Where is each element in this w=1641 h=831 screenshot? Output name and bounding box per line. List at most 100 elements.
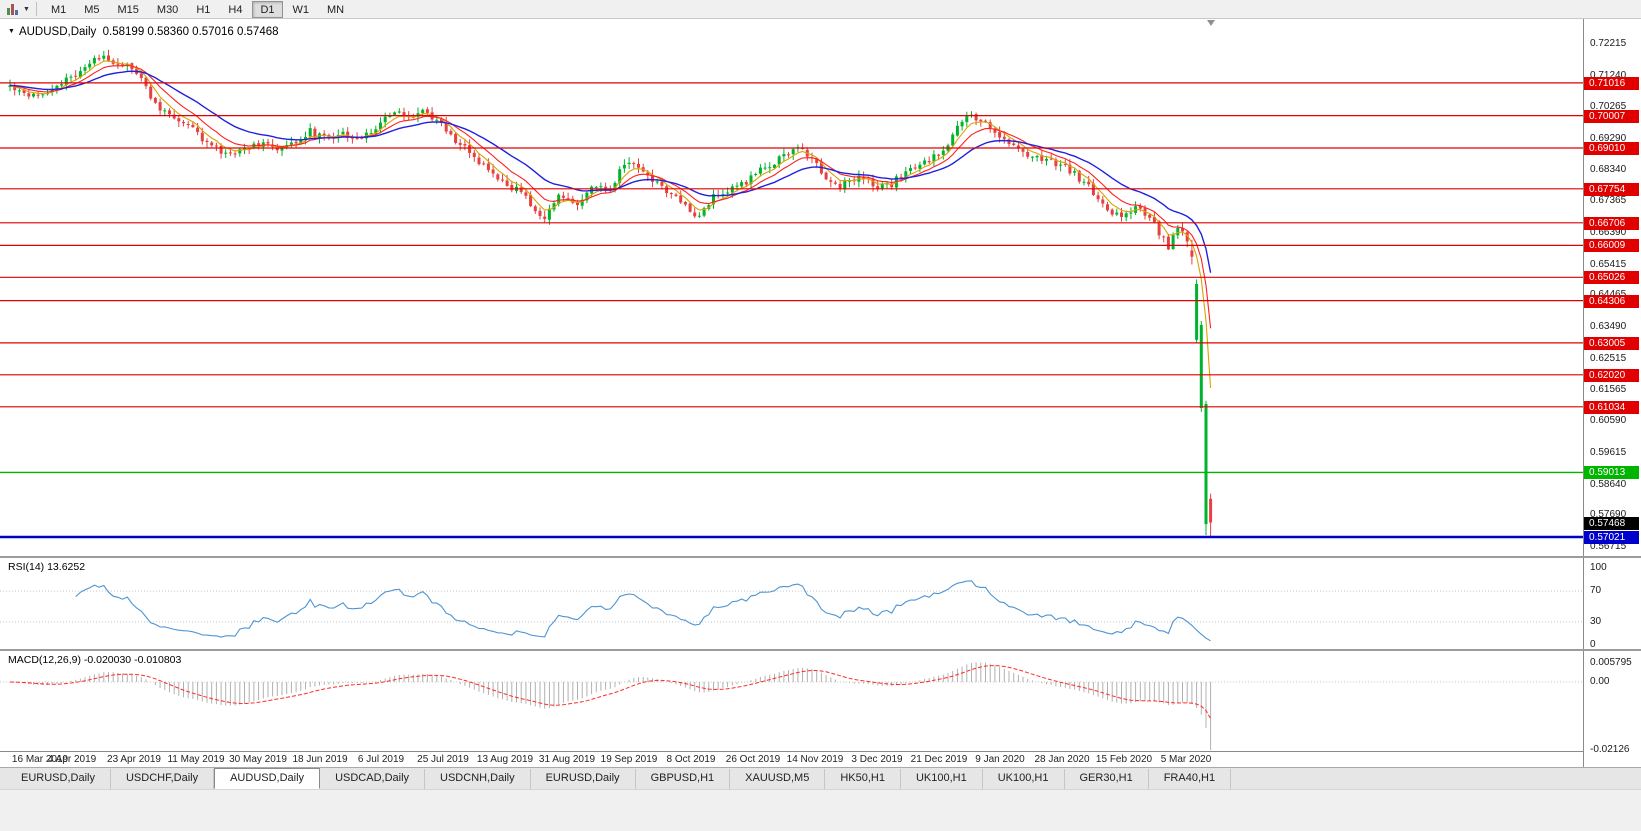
price-axis-tick: 0.63490: [1590, 321, 1627, 332]
dropdown-caret-icon[interactable]: ▼: [23, 5, 30, 13]
timeframe-button-m1[interactable]: M1: [50, 3, 67, 16]
level-price-badge: 0.65026: [1584, 271, 1639, 284]
macd-chart-svg[interactable]: [0, 651, 1583, 751]
date-label: 4 Apr 2019: [47, 754, 97, 765]
chart-ohlc-values: 0.58199 0.58360 0.57016 0.57468: [102, 26, 279, 38]
timeframe-button-m30[interactable]: M30: [156, 3, 179, 16]
chart-tab-xauusd-m5[interactable]: XAUUSD,M5: [730, 769, 826, 789]
price-axis-tick: 0.65415: [1590, 259, 1627, 270]
timeframes-toolbar: ▼ M1 M5 M15 M30 H1 H4 D1 W1 MN: [0, 0, 1641, 19]
price-chart-svg[interactable]: [0, 19, 1583, 556]
chart-tabs-bar: EURUSD,Daily USDCHF,Daily AUDUSD,Daily USDC…: [0, 767, 1641, 789]
price-axis-tick: 0.70265: [1590, 101, 1627, 112]
date-label: 21 Dec 2019: [910, 754, 968, 765]
price-axis-tick: 0.66390: [1590, 227, 1627, 238]
chart-tab-uk100-h1[interactable]: UK100,H1: [982, 769, 1065, 789]
date-label: 23 Apr 2019: [107, 754, 161, 765]
chart-title-dropdown-icon: ▼: [8, 28, 15, 35]
rsi-axis-tick: 70: [1590, 585, 1602, 596]
timeframe-buttons: M1 M5 M15 M30 H1 H4 D1 W1 MN: [43, 0, 352, 18]
date-label: 5 Mar 2020: [1160, 754, 1212, 765]
price-axis-tick: 0.58640: [1590, 479, 1627, 490]
timeframe-button-m15[interactable]: M15: [117, 3, 139, 16]
price-axis-tick: 0.60590: [1590, 415, 1627, 426]
macd-signal-line: [9, 665, 1212, 719]
rsi-axis-tick: 100: [1590, 562, 1607, 573]
rsi-axis-tick: 0: [1590, 639, 1596, 650]
level-price-badge: 0.62020: [1584, 369, 1639, 382]
price-axis-tick: 0.72215: [1590, 38, 1627, 49]
chart-title: ▼ AUDUSD,Daily 0.58199 0.58360 0.57016 0.…: [8, 26, 279, 38]
panel-separator-rsi[interactable]: [0, 556, 1641, 558]
timeframe-button-mn[interactable]: MN: [327, 3, 345, 16]
chart-tab-usdcnh-daily[interactable]: USDCNH,Daily: [425, 769, 531, 789]
timeframe-button-h4[interactable]: H4: [228, 3, 243, 16]
moving-averages-layer: [9, 60, 1212, 389]
macd-histogram: [14, 662, 1212, 751]
timeframe-button-m5[interactable]: M5: [84, 3, 100, 16]
price-axis-tick: 0.61565: [1590, 384, 1627, 395]
chart-tab-usdcad-daily[interactable]: USDCAD,Daily: [320, 769, 426, 789]
chart-symbol-label: AUDUSD,Daily: [18, 26, 97, 38]
date-label: 13 Aug 2019: [476, 754, 534, 765]
candles-layer: [8, 49, 1213, 538]
chart-tab-usdchf-daily[interactable]: USDCHF,Daily: [110, 769, 215, 789]
rsi-line: [75, 580, 1211, 642]
price-axis[interactable]: 0.72215 0.71240 0.70265 0.69290 0.68340 0.673…: [1583, 19, 1641, 767]
price-axis-tick: 0.67365: [1590, 195, 1627, 206]
price-chart-panel[interactable]: ▼ AUDUSD,Daily 0.58199 0.58360 0.57016 0.…: [0, 19, 1583, 556]
horizontal-levels-layer[interactable]: [0, 82, 1583, 539]
timeframe-button-w1[interactable]: W1: [292, 3, 310, 16]
rsi-panel[interactable]: RSI(14) 13.6252: [0, 558, 1583, 649]
chart-tab-ger30-h1[interactable]: GER30,H1: [1064, 769, 1149, 789]
price-axis-tick: 0.56715: [1590, 541, 1627, 552]
price-axis-tick: 0.69290: [1590, 133, 1627, 144]
level-price-badge: 0.64306: [1584, 295, 1639, 308]
date-label: 16 Mar 2019: [11, 754, 69, 765]
date-label: 9 Jan 2020: [975, 754, 1025, 765]
chart-shift-marker-icon[interactable]: [1207, 20, 1215, 26]
level-price-badge: 0.71016: [1584, 77, 1639, 90]
macd-axis-tick: 0.00: [1590, 676, 1610, 687]
level-price-badge: 0.63005: [1584, 337, 1639, 350]
date-label: 26 Oct 2019: [725, 754, 781, 765]
timeframe-button-h1[interactable]: H1: [196, 3, 211, 16]
date-label: 19 Sep 2019: [600, 754, 658, 765]
date-label: 14 Nov 2019: [786, 754, 844, 765]
level-price-badge: 0.61034: [1584, 401, 1639, 414]
date-label: 11 May 2019: [167, 754, 225, 765]
chart-tab-eurusd-daily[interactable]: EURUSD,Daily: [6, 769, 111, 789]
macd-axis-tick: -0.02126: [1590, 744, 1630, 755]
macd-axis-tick: 0.005795: [1590, 657, 1632, 668]
rsi-chart-svg[interactable]: [0, 558, 1583, 649]
toolbar-separator: [35, 2, 37, 16]
price-axis-tick: 0.57690: [1590, 509, 1627, 520]
price-axis-tick: 0.71240: [1590, 70, 1627, 81]
level-price-badge: 0.67754: [1584, 183, 1639, 196]
chart-tab-fra40-h1[interactable]: FRA40,H1: [1148, 769, 1232, 789]
date-label: 25 Jul 2019: [417, 754, 469, 765]
chart-tab-eurusd-daily[interactable]: EURUSD,Daily: [530, 769, 636, 789]
date-label: 6 Jul 2019: [357, 754, 405, 765]
price-axis-tick: 0.64465: [1590, 289, 1626, 301]
date-label: 30 May 2019: [229, 754, 287, 765]
date-label: 28 Jan 2020: [1034, 754, 1090, 765]
date-label: 31 Aug 2019: [538, 754, 596, 765]
chart-tab-uk100-h1[interactable]: UK100,H1: [900, 769, 983, 789]
macd-panel[interactable]: MACD(12,26,9) -0.020030 -0.010803: [0, 651, 1583, 751]
price-axis-tick: 0.62515: [1590, 353, 1627, 364]
chart-bars-icon-glyph: [7, 3, 18, 15]
date-label: 15 Feb 2020: [1095, 754, 1153, 765]
status-strip: [0, 789, 1641, 831]
level-price-badge: 0.66009: [1584, 239, 1639, 252]
panel-separator-macd[interactable]: [0, 649, 1641, 651]
date-label: 8 Oct 2019: [666, 754, 716, 765]
timeframe-button-d1[interactable]: D1: [252, 0, 283, 18]
time-axis[interactable]: 16 Mar 2019 4 Apr 2019 23 Apr 2019 11 May 2…: [0, 751, 1583, 767]
chart-bars-icon[interactable]: [4, 1, 22, 17]
chart-tab-hk50-h1[interactable]: HK50,H1: [825, 769, 901, 789]
chart-tab-gbpusd-h1[interactable]: GBPUSD,H1: [635, 769, 731, 789]
rsi-axis-tick: 30: [1590, 616, 1602, 627]
level-price-badge: 0.57021: [1584, 531, 1639, 544]
chart-tab-audusd-daily[interactable]: AUDUSD,Daily: [214, 768, 321, 789]
